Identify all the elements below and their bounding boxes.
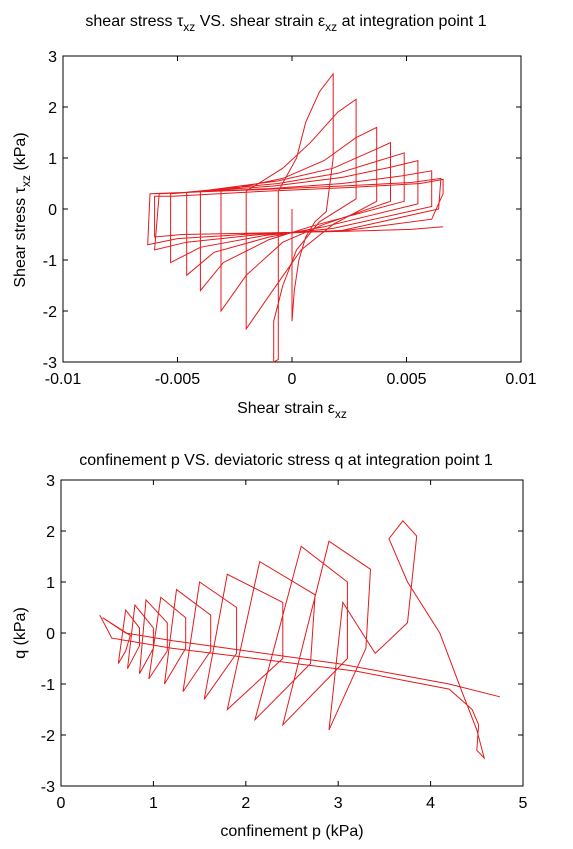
chart2-x-tick-label: 3 bbox=[334, 795, 343, 812]
chart1-x-tick-label: 0.005 bbox=[386, 371, 426, 388]
chart1-y-tick-label: -2 bbox=[43, 304, 57, 321]
chart2-x-tick-label: 4 bbox=[426, 795, 435, 812]
chart1-y-tick-label: 2 bbox=[48, 100, 57, 117]
chart2-y-axis-label: q (kPa) bbox=[12, 607, 29, 659]
chart2-x-axis-label: confinement p (kPa) bbox=[220, 823, 363, 840]
chart1-x-tick-label: 0 bbox=[288, 371, 297, 388]
chart2-x-tick-label: 0 bbox=[57, 795, 66, 812]
chart1-y-tick-label: 0 bbox=[48, 202, 57, 219]
chart1-y-tick-label: 1 bbox=[48, 151, 57, 168]
chart2-x-tick-label: 1 bbox=[149, 795, 158, 812]
chart2-y-tick-label: 3 bbox=[46, 473, 55, 490]
chart2-y-tick-label: 0 bbox=[46, 626, 55, 643]
chart2-x-tick-label: 2 bbox=[241, 795, 250, 812]
chart1-x-axis-label: Shear strain εxz bbox=[237, 400, 347, 421]
chart2-y-tick-label: 1 bbox=[46, 575, 55, 592]
chart1-y-tick-label: -3 bbox=[43, 355, 57, 372]
chart1-y-axis-label: Shear stress τxz (kPa) bbox=[12, 132, 33, 287]
chart1-x-tick-label: -0.01 bbox=[45, 371, 82, 388]
chart2-ticks: 0 1 2 3 4 5 3 2 1 0 -1 -2 -3 bbox=[41, 473, 528, 812]
chart2-y-tick-label: 2 bbox=[46, 524, 55, 541]
chart2-y-tick-label: -2 bbox=[41, 728, 55, 745]
chart2-plot-area bbox=[60, 479, 524, 787]
chart2-y-tick-label: -3 bbox=[41, 779, 55, 796]
chart1-y-tick-label: -1 bbox=[43, 253, 57, 270]
chart1-y-tick-label: 3 bbox=[48, 49, 57, 66]
chart1-ticks: -0.01 -0.005 0 0.005 0.01 3 2 1 0 -1 -2 -3 bbox=[43, 49, 537, 388]
chart2-x-tick-label: 5 bbox=[519, 795, 528, 812]
chart1-x-tick-label: -0.005 bbox=[155, 371, 200, 388]
chart2-title: confinement p VS. deviatoric stress q at… bbox=[79, 452, 493, 469]
chart1-series-line bbox=[147, 72, 444, 363]
chart1-title: shear stress τxz VS. shear strain εxz at… bbox=[85, 13, 486, 34]
chart2-series-line bbox=[99, 520, 501, 760]
chart1-x-tick-label: 0.01 bbox=[505, 371, 536, 388]
chart2-y-tick-label: -1 bbox=[41, 677, 55, 694]
